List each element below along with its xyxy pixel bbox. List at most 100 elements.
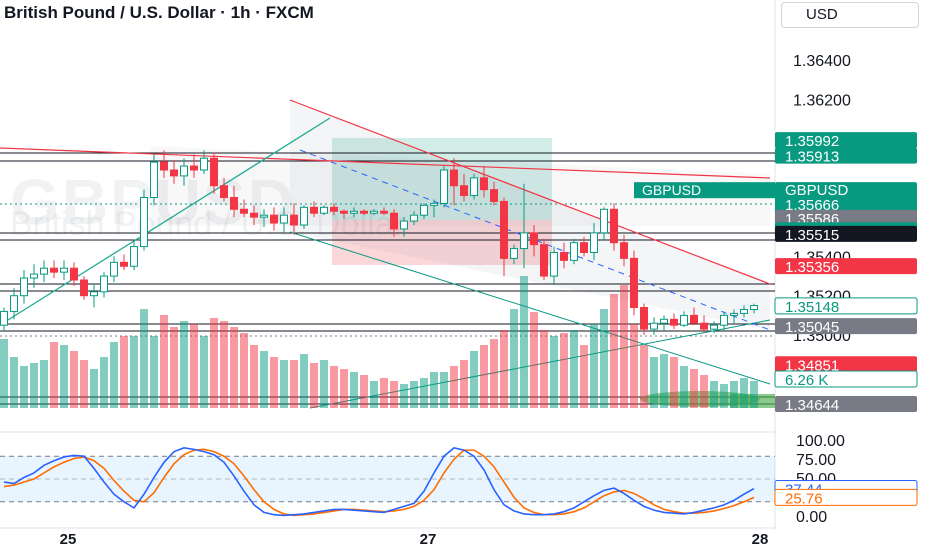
price-label-bg xyxy=(775,318,917,335)
candle-body xyxy=(540,244,548,277)
volume-bar xyxy=(300,354,308,408)
volume-bar xyxy=(210,318,218,408)
volume-bar xyxy=(190,324,198,408)
volume-bar xyxy=(70,351,78,408)
volume-bar xyxy=(740,378,748,408)
volume-bar xyxy=(420,378,428,408)
candle-body xyxy=(310,206,318,214)
candle-body xyxy=(260,214,268,218)
stoch-d-bg xyxy=(774,488,918,506)
volume-bar xyxy=(750,381,758,408)
volume-bar xyxy=(470,351,478,408)
volume-bar xyxy=(50,342,58,408)
price-tick-label: 1.36200 xyxy=(793,92,851,109)
volume-bar xyxy=(720,384,728,408)
candle-body xyxy=(480,177,488,191)
candle-body xyxy=(140,197,148,248)
candle-body xyxy=(440,169,448,204)
volume-bar xyxy=(270,357,278,408)
candle-body xyxy=(470,177,478,197)
volume-bar xyxy=(220,321,228,408)
price-label-name: GBPUSD xyxy=(785,182,849,199)
candle-body xyxy=(450,169,458,187)
candle-body xyxy=(560,252,568,261)
price-label-bg xyxy=(774,297,918,315)
volume-bar xyxy=(500,330,508,408)
candle-body xyxy=(510,248,518,259)
candle-body xyxy=(420,204,428,216)
candle-body xyxy=(410,214,418,222)
volume-bar xyxy=(340,369,348,408)
volume-bar xyxy=(380,378,388,408)
volume-bar xyxy=(580,345,588,408)
volume-bar xyxy=(40,360,48,408)
candle-body xyxy=(380,210,388,214)
candle-body xyxy=(110,261,118,277)
stoch-tick-label: 0.00 xyxy=(796,509,827,526)
volume-bar xyxy=(100,357,108,408)
candle-body xyxy=(390,212,398,230)
volume-bar xyxy=(490,339,498,408)
stoch-d-value: 25.76 xyxy=(774,488,918,507)
candle-body xyxy=(670,318,678,326)
volume-bar xyxy=(130,336,138,408)
volume-bar xyxy=(600,309,608,408)
price-label-text: 1.35515 xyxy=(785,227,839,244)
candle-body xyxy=(520,232,528,250)
volume-bar xyxy=(460,360,468,408)
price-tick-label: 1.36400 xyxy=(793,53,851,70)
teal-trendline xyxy=(0,117,331,326)
price-label: 1.35356 xyxy=(775,258,917,276)
volume-bar xyxy=(480,345,488,408)
volume-bar xyxy=(690,369,698,408)
candle-body xyxy=(0,310,8,326)
price-label: 1.35045 xyxy=(775,318,917,336)
time-tick-label: 27 xyxy=(420,531,437,548)
candle-body xyxy=(690,314,698,324)
candle-body xyxy=(490,189,498,202)
candle-body xyxy=(40,267,48,275)
watermark-name: British Pound / U.S. Dollar xyxy=(10,205,405,243)
volume-bar xyxy=(80,360,88,408)
volume-bar xyxy=(410,381,418,408)
candle-body xyxy=(430,202,438,206)
volume-bar xyxy=(650,357,658,408)
stoch-k-line xyxy=(3,446,755,517)
candle-body xyxy=(290,214,298,226)
price-label-bg xyxy=(775,396,917,412)
currency-selector[interactable]: USD xyxy=(781,2,919,28)
symbol-tag-bg xyxy=(634,182,775,199)
candle-body xyxy=(650,322,658,330)
volume-bar xyxy=(160,315,168,408)
candle-body xyxy=(170,169,178,177)
candle-body xyxy=(600,208,608,234)
volume-bar xyxy=(540,330,548,408)
volume-bar xyxy=(390,381,398,408)
price-label-text: 1.34644 xyxy=(785,397,839,414)
price-label: 1.35992 xyxy=(775,132,917,150)
candle-body xyxy=(230,197,238,210)
volume-bar xyxy=(570,330,578,408)
red-trendline-upper xyxy=(289,99,771,285)
candle-body xyxy=(120,261,128,267)
candle-body xyxy=(340,210,348,214)
blue-dashed-midline xyxy=(299,149,771,331)
candle-body xyxy=(30,273,38,279)
volume-bar xyxy=(310,363,318,408)
candle-body xyxy=(370,210,378,214)
candle-body xyxy=(70,267,78,281)
volume-bar xyxy=(150,336,158,408)
volume-bar xyxy=(400,384,408,408)
candle-body xyxy=(400,220,408,230)
volume-bar xyxy=(620,285,628,408)
candle-body xyxy=(610,208,618,244)
candle-body xyxy=(330,206,338,212)
volume-bar xyxy=(90,369,98,408)
price-label-bg xyxy=(775,132,917,149)
volume-label: 6.26 K xyxy=(774,370,918,389)
volume-bar xyxy=(20,366,28,408)
volume-bar xyxy=(0,339,8,408)
price-label: 1.35515 xyxy=(775,225,917,244)
candle-body xyxy=(620,242,628,259)
